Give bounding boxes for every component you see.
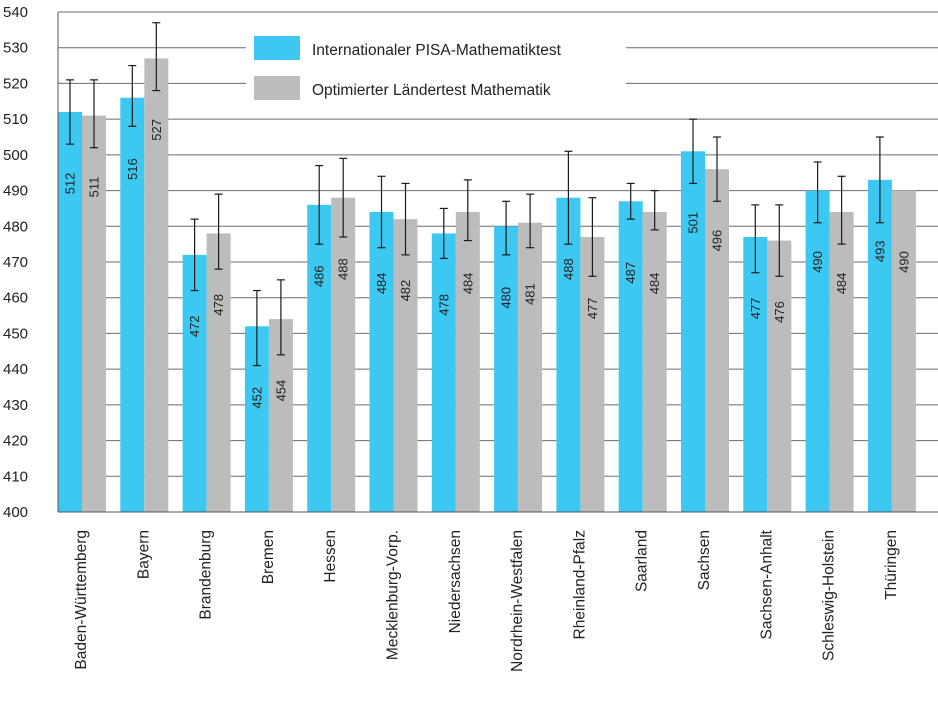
category-label: Schleswig-Holstein [821,530,838,661]
error-bars [66,22,884,367]
bar-value-label: 486 [312,265,327,287]
bar [642,212,667,512]
bar [556,197,581,512]
bar [891,190,916,513]
bar [182,254,207,512]
category-label: Saarland [634,530,651,592]
y-tick-label: 440 [3,361,28,378]
bar-value-label: 488 [336,258,351,280]
bar [331,197,356,512]
y-tick-label: 490 [3,183,28,200]
bar-value-label: 477 [748,298,763,320]
y-tick-label: 540 [3,4,28,21]
category-label: Thüringen [883,530,900,600]
bar-value-label: 487 [623,262,638,284]
bar [307,204,332,512]
legend-background [246,28,626,108]
bar [82,115,106,513]
y-axis-tick-labels: 400 410 420 430 440 450 460 470 480 490 500 510 520 5… [3,4,28,521]
bar [144,58,169,513]
legend-swatch [254,36,300,60]
axes [57,12,938,513]
bar-value-label: 496 [710,230,725,252]
category-label: Niedersachsen [447,530,464,633]
bar-value-label: 478 [211,294,226,316]
y-tick-label: 430 [3,397,28,414]
bar [618,201,643,513]
legend-swatch [254,76,300,100]
bar-value-label: 490 [810,251,825,273]
category-label: Mecklenburg-Vorp. [385,530,402,660]
bar [867,179,892,512]
bar [494,226,519,513]
bar-value-label: 452 [249,387,264,409]
bar-value-label: 493 [872,240,887,262]
y-tick-label: 530 [3,40,28,57]
bar [455,212,480,512]
bar-value-label: 511 [87,177,102,198]
bar-value-label: 484 [374,273,389,295]
bar [431,233,456,512]
bar-value-label: 488 [561,258,576,280]
category-label: Bremen [260,530,277,584]
bar-value-label: 484 [647,273,662,295]
bar [58,112,82,512]
bar-value-label: 472 [187,315,202,337]
bar [743,237,768,512]
bar [705,169,729,512]
bar-value-label: 478 [436,294,451,316]
y-tick-label: 410 [3,468,28,485]
y-tick-label: 480 [3,218,28,235]
bar [369,212,394,512]
bars [58,58,916,513]
bar-value-label: 484 [834,273,849,295]
bar [580,237,605,512]
bar-value-label: 454 [273,380,288,402]
x-axis-category-labels: Baden-Württemberg Bayern Brandenburg Bremen… [73,529,900,672]
y-tick-label: 460 [3,290,28,307]
category-label: Baden-Württemberg [73,530,90,670]
category-label: Sachsen-Anhalt [758,529,775,639]
legend-label: Optimierter Ländertest Mathematik [312,82,551,99]
bar-value-label: 484 [460,273,475,295]
bar [805,190,830,513]
bar-value-labels: 512 511 516 527 472 478 452 454 486 488 484 482 478 4… [63,119,912,409]
bar [120,97,145,512]
bar-value-label: 481 [523,283,538,305]
bar-value-label: 501 [686,212,701,234]
category-label: Nordrhein-Westfalen [509,530,526,672]
y-tick-label: 420 [3,433,28,450]
bar-value-label: 516 [125,158,140,180]
legend-label: Internationaler PISA-Mathematiktest [312,42,562,59]
y-tick-label: 520 [3,75,28,92]
y-tick-label: 500 [3,147,28,164]
y-tick-label: 450 [3,325,28,342]
bar [393,219,418,512]
bar-value-label: 476 [772,301,787,323]
category-label: Bayern [135,530,152,579]
bar-value-label: 527 [149,119,164,141]
category-label: Sachsen [696,530,713,590]
bar-value-label: 512 [63,173,78,195]
legend: Internationaler PISA-Mathematiktest Optim… [246,28,626,108]
bar-value-label: 480 [499,287,514,309]
category-label: Brandenburg [198,530,215,620]
y-tick-label: 510 [3,111,28,128]
category-label: Rheinland-Pfalz [571,530,588,639]
category-label: Hessen [322,530,339,583]
bar-value-label: 482 [398,280,413,302]
bar [767,240,792,513]
bar-value-label: 477 [585,298,600,320]
y-tick-label: 400 [3,504,28,521]
bar-value-label: 490 [896,251,911,273]
bar [681,151,705,513]
bar [829,212,854,512]
y-tick-label: 470 [3,254,28,271]
bar [518,222,543,512]
bar [206,233,231,512]
